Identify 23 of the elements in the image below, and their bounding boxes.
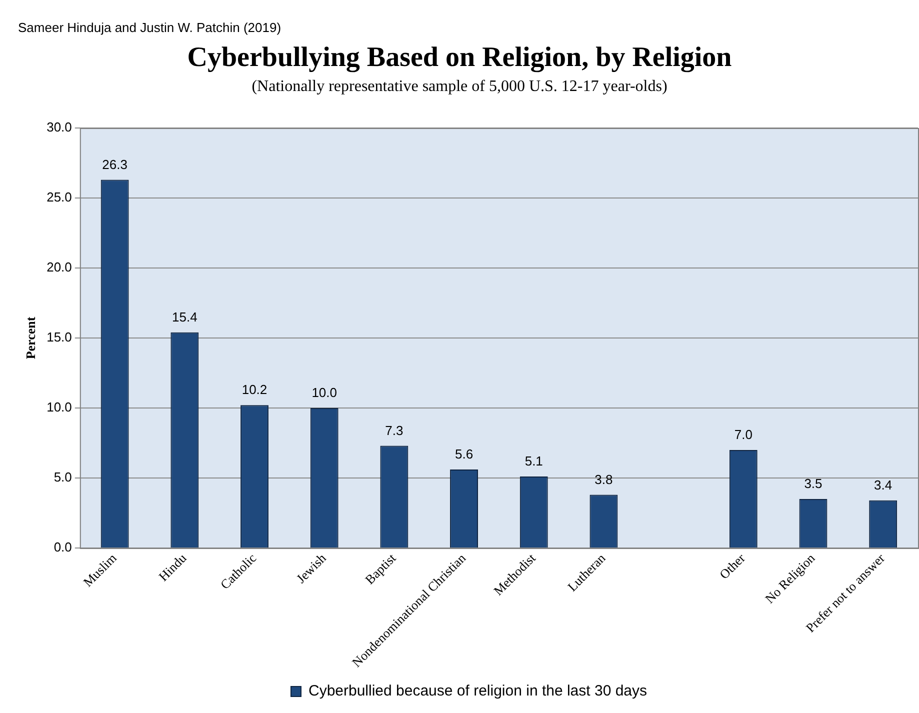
data-label: 10.2 xyxy=(242,382,268,398)
y-tick-label: 10.0 xyxy=(46,400,72,415)
data-label: 15.4 xyxy=(172,309,198,324)
data-label: 3.8 xyxy=(594,472,613,487)
y-tick-label: 15.0 xyxy=(46,330,72,345)
y-tick-label: 0.0 xyxy=(54,540,72,555)
data-label: 10.0 xyxy=(312,385,338,400)
y-tick-label: 5.0 xyxy=(54,470,72,485)
y-tick-label: 25.0 xyxy=(46,190,72,205)
y-tick-label: 20.0 xyxy=(46,260,72,275)
chart-title: Cyberbullying Based on Religion, by Religion xyxy=(186,42,733,74)
y-tick-label: 30.0 xyxy=(46,120,72,135)
data-label: 7.3 xyxy=(385,422,404,438)
legend-label: Cyberbullied because of religion in the last 30 days xyxy=(308,682,648,700)
data-label: 5.1 xyxy=(524,454,543,469)
text: Sameer Hinduja and Justin W. Patchin (2019) xyxy=(18,20,282,35)
data-label: 3.5 xyxy=(804,476,822,492)
y-axis-title: Percent xyxy=(23,316,38,360)
data-label: 7.0 xyxy=(734,427,752,442)
data-label: 5.6 xyxy=(454,446,474,462)
data-label: 3.4 xyxy=(874,477,892,492)
data-label: 26.3 xyxy=(102,156,128,172)
chart-subtitle: (Nationally representative sample of 5,000 U.S. 12-17 year-olds) xyxy=(250,78,668,96)
